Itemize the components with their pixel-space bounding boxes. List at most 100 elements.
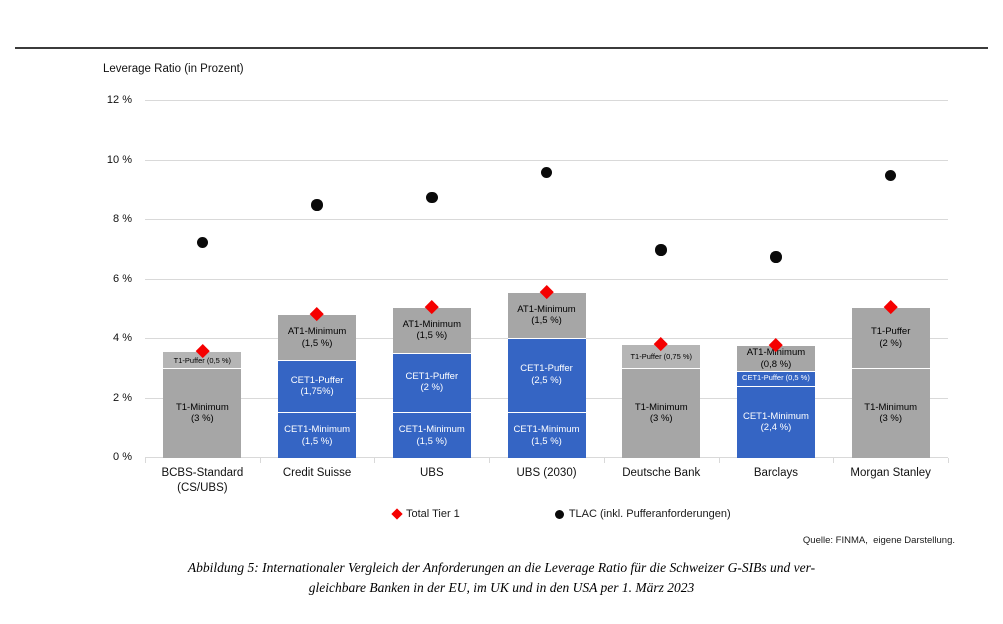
bar-segment: T1-Puffer (0,75 %) — [622, 344, 701, 369]
tlac-dot — [196, 236, 209, 249]
bar-column: CET1-Minimum (1,5 %) CET1-Puffer (2,5 %) AT1… — [489, 101, 604, 458]
legend-item-tlac: TLAC (inkl. Pufferanforderungen) — [554, 508, 731, 520]
tlac-dot — [311, 199, 323, 211]
segment-label: CET1-Puffer — [405, 370, 459, 382]
segment-value: (3 %) — [879, 413, 903, 425]
y-tick-label: 0 % — [113, 451, 132, 463]
bar-segment: AT1-Minimum (1,5 %) — [392, 307, 471, 354]
bar-segment: T1-Puffer (2 %) — [851, 307, 930, 369]
x-axis-tick — [259, 458, 261, 463]
x-category-label: Barclays — [719, 466, 834, 496]
legend-label: Total Tier 1 — [406, 508, 460, 520]
segment-value: (1,75%) — [300, 386, 334, 398]
bar-segment: CET1-Minimum (1,5 %) — [392, 413, 471, 458]
x-category-label: UBS (2030) — [489, 466, 604, 496]
x-category-line: BCBS-Standard — [161, 467, 244, 479]
segment-value: (2,4 %) — [760, 422, 792, 434]
segment-value: (1,5 %) — [301, 337, 333, 349]
gridline — [145, 278, 948, 280]
segment-label: T1-Puffer (0,5 %) — [173, 355, 232, 365]
x-category-label: UBS — [374, 466, 489, 496]
bar-column: CET1-Minimum (1,5 %) CET1-Puffer (1,75%) AT1… — [260, 101, 375, 458]
segment-label: T1-Minimum — [634, 401, 688, 413]
tlac-dot — [655, 244, 667, 256]
y-tick-label: 8 % — [113, 213, 132, 225]
gridline — [145, 159, 948, 161]
segment-value: (1,5 %) — [301, 435, 333, 447]
bar-segment: CET1-Puffer (2 %) — [392, 352, 471, 414]
x-axis-tick — [833, 458, 835, 463]
segment-label: AT1-Minimum — [746, 347, 806, 359]
bar-column: CET1-Minimum (1,5 %) CET1-Puffer (2 %) AT1-M… — [374, 101, 489, 458]
x-category-label: Credit Suisse — [260, 466, 375, 496]
segment-label: CET1-Minimum — [742, 410, 809, 422]
bar-segment: T1-Minimum (3 %) — [851, 368, 930, 458]
x-category-line: UBS — [419, 467, 444, 479]
bar-column: T1-Minimum (3 %) T1-Puffer (2 %) — [833, 101, 948, 458]
segment-label: AT1-Minimum — [287, 326, 347, 338]
segment-label: CET1-Puffer — [290, 374, 344, 386]
x-axis-labels: BCBS-Standard (CS/UBS) Credit Suisse UBS UBS… — [145, 466, 948, 496]
x-category-line: Morgan Stanley — [850, 467, 931, 479]
segment-value: (1,5 %) — [416, 435, 448, 447]
segment-value: (0,8 %) — [760, 358, 792, 370]
segment-label: AT1-Minimum — [402, 318, 461, 330]
segment-value: (1,5 %) — [416, 330, 448, 342]
tlac-dot — [426, 191, 438, 204]
segment-label: T1-Minimum — [175, 401, 229, 413]
segment-label: CET1-Minimum — [513, 424, 580, 436]
bar-segment: CET1-Puffer (2,5 %) — [507, 337, 586, 414]
segment-label: T1-Minimum — [864, 401, 918, 413]
x-category-label: Morgan Stanley — [833, 466, 948, 496]
bar-segment: CET1-Puffer (1,75%) — [278, 359, 357, 414]
bar-segment: T1-Minimum (3 %) — [622, 368, 701, 458]
bar-column: CET1-Minimum (2,4 %) CET1-Puffer (0,5 %) AT… — [719, 101, 834, 458]
y-tick-label: 2 % — [113, 391, 132, 404]
tlac-circle-icon — [554, 509, 564, 519]
x-axis-tick — [489, 458, 491, 463]
chart-title: Leverage Ratio (in Prozent) — [103, 63, 244, 75]
bar-column: T1-Minimum (3 %) T1-Puffer (0,75 %) — [604, 101, 719, 458]
tlac-dot — [770, 251, 782, 263]
x-category-label: BCBS-Standard (CS/UBS) — [145, 466, 260, 496]
segment-value: (2 %) — [420, 382, 444, 394]
tlac-dot — [884, 169, 897, 182]
y-tick-label: 12 % — [106, 94, 132, 106]
x-axis-tick — [603, 458, 605, 463]
segment-label: CET1-Puffer — [520, 363, 573, 375]
total-tier1-diamond-icon — [391, 508, 403, 520]
chart-legend: Total Tier 1 TLAC (inkl. Pufferanforderu… — [391, 508, 731, 520]
bar-segment: CET1-Puffer (0,5 %) — [736, 370, 815, 387]
gridline — [145, 100, 948, 101]
x-category-line: (CS/UBS) — [177, 482, 228, 494]
bar-segment: T1-Minimum (3 %) — [163, 368, 242, 458]
plot-area: T1-Minimum (3 %) T1-Puffer (0,5 %) CET1-Min… — [145, 100, 949, 463]
segment-value: (1,5 %) — [531, 315, 562, 327]
bar-segment: CET1-Minimum (1,5 %) — [278, 413, 357, 458]
x-axis-tick — [145, 458, 146, 463]
caption-line-2: gleichbare Banken in der EU, im UK und i… — [308, 580, 695, 595]
segment-label: CET1-Puffer (0,5 %) — [742, 373, 810, 383]
x-category-line: Credit Suisse — [282, 467, 352, 479]
bar-segment: CET1-Minimum (2,4 %) — [736, 386, 815, 458]
top-rule — [15, 47, 988, 49]
segment-value: (3 %) — [191, 413, 214, 425]
figure-caption: Abbildung 5: Internationaler Vergleich d… — [0, 558, 1003, 598]
x-axis-tick — [718, 458, 720, 463]
source-note: Quelle: FINMA, eigene Darstellung. — [802, 535, 955, 546]
x-axis-tick — [948, 458, 949, 463]
x-category-line: Deutsche Bank — [622, 467, 701, 479]
segment-value: (3 %) — [649, 413, 673, 425]
y-axis: 0 % 2 % 4 % 6 % 8 % 10 % 12 % — [85, 94, 132, 463]
x-axis-tick — [374, 458, 376, 463]
x-category-line: UBS (2030) — [516, 467, 577, 479]
bar-segment: AT1-Minimum (1,5 %) — [507, 292, 586, 339]
y-tick-label: 10 % — [106, 153, 132, 166]
segment-value: (2,5 %) — [531, 374, 562, 386]
y-tick-label: 6 % — [113, 272, 132, 285]
bar-segment: AT1-Minimum (1,5 %) — [278, 315, 357, 362]
x-category-line: Barclays — [753, 467, 798, 479]
legend-item-total-tier1: Total Tier 1 — [391, 508, 460, 520]
caption-line-1: Abbildung 5: Internationaler Vergleich d… — [187, 560, 816, 575]
